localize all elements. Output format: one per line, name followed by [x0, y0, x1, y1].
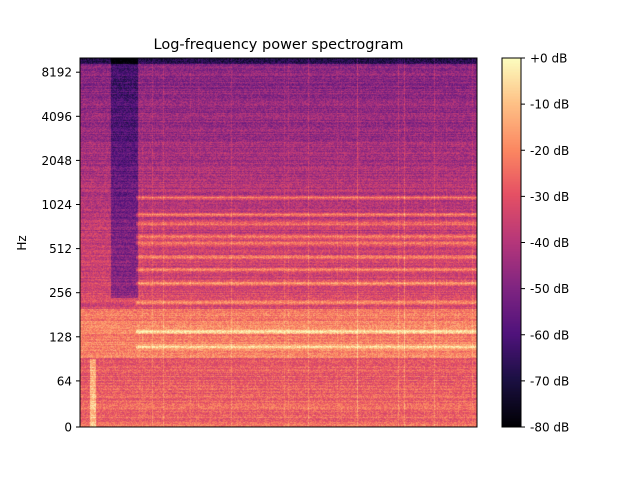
- y-ticks: 0 64 128 256 512 1024 2048 4096 8192: [41, 66, 80, 435]
- spectrogram-heatmap: [80, 58, 477, 427]
- y-tick-label: 1024: [41, 198, 72, 212]
- colorbar-tick-label: -30 dB: [530, 190, 569, 204]
- colorbar-gradient: [502, 58, 521, 427]
- colorbar-frame: [501, 57, 522, 428]
- colorbar-tick-label: +0 dB: [530, 52, 567, 66]
- plot-frame: [79, 57, 478, 428]
- colorbar-tick-label: -20 dB: [530, 144, 569, 158]
- y-tick-label: 512: [49, 242, 72, 256]
- y-axis-label: Hz: [15, 235, 29, 250]
- y-tick-label: 2048: [41, 154, 72, 168]
- y-tick-label: 128: [49, 330, 72, 344]
- chart-title: Log-frequency power spectrogram: [154, 37, 404, 53]
- colorbar-tick-label: -10 dB: [530, 98, 569, 112]
- y-tick-label: 256: [49, 286, 72, 300]
- colorbar-ticks: +0 dB -10 dB -20 dB -30 dB -40 dB -50 dB -60 d…: [521, 52, 569, 435]
- colorbar-tick-label: -40 dB: [530, 236, 569, 250]
- colorbar-tick-label: -80 dB: [530, 421, 569, 435]
- colorbar-tick-label: -50 dB: [530, 282, 569, 296]
- y-tick-label: 64: [57, 374, 72, 388]
- y-tick-label: 8192: [41, 66, 72, 80]
- colorbar-tick-label: -70 dB: [530, 374, 569, 388]
- colorbar-tick-label: -60 dB: [530, 328, 569, 342]
- y-tick-label: 0: [64, 421, 72, 435]
- y-tick-label: 4096: [41, 110, 72, 124]
